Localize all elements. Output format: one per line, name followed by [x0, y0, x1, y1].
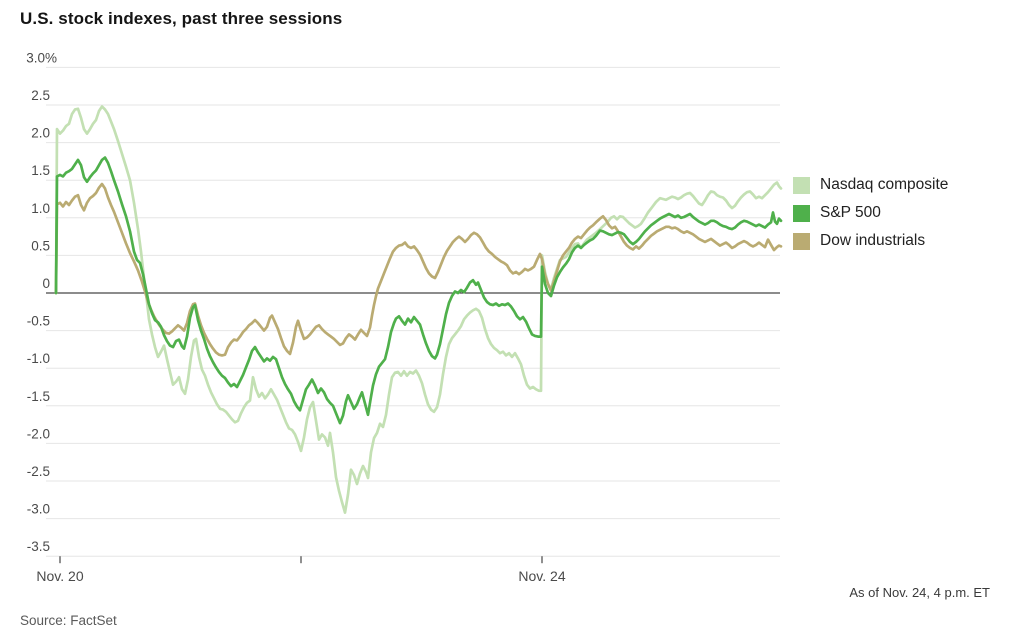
- as-of-note: As of Nov. 24, 4 p.m. ET: [849, 585, 990, 600]
- svg-text:-3.5: -3.5: [27, 539, 50, 554]
- chart-title: U.S. stock indexes, past three sessions: [20, 9, 343, 28]
- svg-text:-1.0: -1.0: [27, 351, 50, 366]
- svg-text:-2.0: -2.0: [27, 426, 50, 441]
- svg-text:-3.0: -3.0: [27, 502, 50, 517]
- source-note: Source: FactSet: [20, 613, 117, 628]
- legend-item-sp500: S&P 500: [793, 204, 948, 222]
- svg-text:0: 0: [42, 276, 50, 291]
- legend-label-nasdaq: Nasdaq composite: [820, 176, 949, 193]
- svg-text:1.0: 1.0: [31, 201, 50, 216]
- nasdaq-swatch-icon: [793, 176, 810, 194]
- svg-text:3.0%: 3.0%: [26, 50, 57, 65]
- legend-item-dow: Dow industrials: [793, 232, 948, 250]
- svg-text:-0.5: -0.5: [27, 314, 50, 329]
- svg-text:-2.5: -2.5: [27, 464, 50, 479]
- svg-text:1.5: 1.5: [31, 163, 50, 178]
- svg-text:2.5: 2.5: [31, 88, 50, 103]
- svg-text:0.5: 0.5: [31, 238, 50, 253]
- legend-item-nasdaq: Nasdaq composite: [793, 176, 948, 194]
- svg-text:-1.5: -1.5: [27, 389, 50, 404]
- legend-label-dow: Dow industrials: [820, 232, 926, 249]
- legend: Nasdaq composite S&P 500 Dow industrials: [793, 176, 948, 260]
- legend-label-sp500: S&P 500: [820, 204, 881, 221]
- sp500-swatch-icon: [793, 204, 810, 222]
- svg-text:Nov. 24: Nov. 24: [518, 568, 565, 584]
- dow-swatch-icon: [793, 232, 810, 250]
- svg-text:Nov. 20: Nov. 20: [36, 568, 83, 584]
- svg-text:2.0: 2.0: [31, 126, 50, 141]
